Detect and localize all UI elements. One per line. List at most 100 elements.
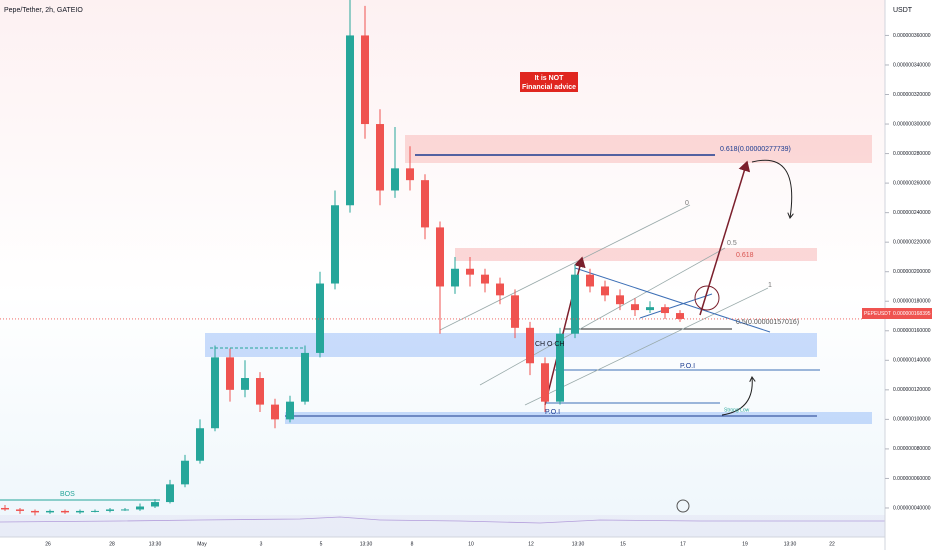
y-tick-label: 0.000000300000	[893, 121, 931, 127]
channel-line	[479, 247, 726, 386]
candle-body	[436, 227, 444, 287]
fib-label: 0.5	[727, 240, 737, 247]
candle-body	[676, 313, 684, 319]
candle-body	[76, 510, 84, 513]
supply-zone	[405, 135, 872, 163]
x-tick-label: 13:30	[360, 541, 373, 547]
candle-body	[271, 404, 279, 420]
candle-body	[106, 509, 114, 511]
candle-body	[496, 283, 504, 296]
candle-body	[151, 502, 159, 507]
y-tick-label: 0.000000260000	[893, 180, 931, 186]
circle	[694, 285, 720, 311]
bos-label: BOS	[60, 491, 75, 498]
x-tick-label: 15	[620, 541, 626, 547]
candle-body	[586, 274, 594, 287]
candle-body	[91, 510, 99, 512]
y-tick-label: 0.000000040000	[893, 505, 931, 511]
candle-body	[61, 510, 69, 513]
channel-line	[439, 204, 691, 331]
advice-text: It is NOT	[535, 75, 565, 82]
candle-body	[556, 333, 564, 402]
candle-body	[406, 168, 414, 181]
y-tick-label: 0.000000080000	[893, 446, 931, 452]
fib-label: 1	[768, 282, 772, 289]
candle-body	[121, 509, 129, 511]
price-tag-symbol: PEPEUSDT	[864, 311, 891, 317]
candle-body	[241, 378, 249, 390]
candle-body	[661, 307, 669, 314]
indicator-line	[0, 516, 885, 524]
y-tick-label: 0.000000240000	[893, 210, 931, 216]
candle-body	[316, 283, 324, 353]
curved-arrow	[751, 159, 792, 218]
candle-body	[511, 295, 519, 328]
y-tick-label: 0.000000360000	[893, 33, 931, 39]
candle-body	[421, 180, 429, 228]
fib-label: 0.5(0.00000157016)	[736, 319, 799, 326]
candle-body	[136, 506, 144, 510]
candle-body	[571, 274, 579, 334]
fib-label: 0	[685, 200, 689, 207]
x-tick-label: 13:30	[572, 541, 585, 547]
x-tick-label: 28	[109, 541, 115, 547]
advice-text: Financial advice	[522, 84, 576, 91]
x-tick-label: 26	[45, 541, 51, 547]
candle-body	[46, 510, 54, 513]
y-tick-label: 0.000000320000	[893, 92, 931, 98]
trend-line	[574, 267, 771, 333]
fib-label: 0.618	[736, 252, 754, 259]
candle-body	[211, 357, 219, 429]
y-tick-label: 0.000000220000	[893, 240, 931, 246]
channel-line	[524, 287, 769, 406]
candle-body	[451, 268, 459, 287]
y-tick-label: 0.000000060000	[893, 476, 931, 482]
candle-body	[541, 363, 549, 402]
candle-body	[526, 327, 534, 364]
candle-body	[361, 35, 369, 125]
x-tick-label: 22	[829, 541, 835, 547]
fib-zone	[455, 248, 817, 261]
y-tick-label: 0.000000160000	[893, 328, 931, 334]
strong-low-label: Strong Low	[724, 407, 750, 413]
y-tick-label: 0.000000200000	[893, 269, 931, 275]
candle-body	[601, 286, 609, 296]
y-tick-label: 0.000000100000	[893, 417, 931, 423]
candle-body	[616, 295, 624, 305]
poi-label: P.O.I	[545, 409, 560, 416]
x-tick-label: 10	[468, 541, 474, 547]
indicator-panel	[0, 515, 885, 537]
candle-body	[646, 307, 654, 311]
candle-body	[1, 507, 9, 510]
x-tick-label: 12	[528, 541, 534, 547]
x-tick-label: May	[197, 541, 207, 547]
x-tick-label: 5	[320, 541, 323, 547]
candle-body	[481, 274, 489, 284]
candle-body	[331, 205, 339, 284]
chart-title: Pepe/Tether, 2h, GATEIO	[4, 7, 83, 14]
x-tick-label: 17	[680, 541, 686, 547]
currency: USDT	[893, 7, 913, 14]
candle-body	[301, 352, 309, 402]
candle-body	[346, 35, 354, 206]
demand-zone-low	[285, 412, 872, 424]
advice-box	[520, 72, 578, 92]
choch-label: CH O CH	[535, 341, 565, 348]
candle-body	[166, 484, 174, 503]
icon	[676, 499, 690, 513]
candle-body	[16, 509, 24, 511]
candle-body	[286, 401, 294, 420]
x-tick-label: 19	[742, 541, 748, 547]
candle-body	[256, 378, 264, 405]
fib-label: 0.618(0.00000277739)	[720, 146, 791, 153]
curved-arrow	[721, 377, 752, 416]
candle-body	[196, 428, 204, 461]
candle-body	[181, 460, 189, 485]
x-tick-label: 13:30	[149, 541, 162, 547]
price-tag-price: 0.000000168395	[893, 311, 931, 317]
x-tick-label: 13:30	[784, 541, 797, 547]
arrow	[699, 160, 751, 316]
candle-body	[31, 510, 39, 513]
